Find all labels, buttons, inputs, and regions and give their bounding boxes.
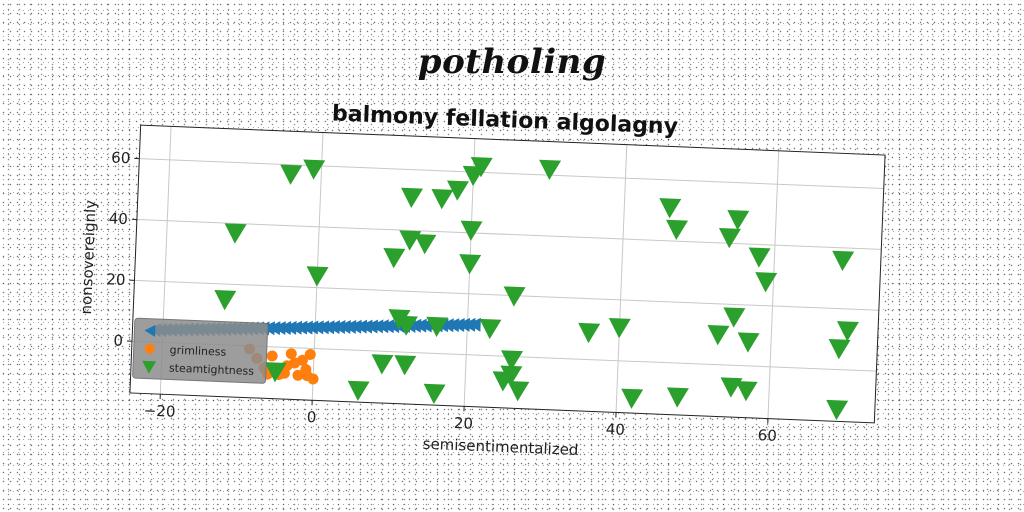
data-point [539,159,562,181]
legend-box [132,317,269,384]
data-point [608,318,631,339]
figure-super-title: potholing [417,42,607,82]
data-point [737,332,760,353]
data-point [507,381,530,402]
data-point [723,307,746,328]
data-point [666,387,689,408]
data-point [460,220,483,241]
legend-label: grimliness [169,344,226,359]
y-gridline [136,218,882,250]
y-tick-label: 0 [113,331,123,349]
data-point [492,371,515,392]
data-point [828,339,851,360]
x-axis-label: semisentimentalized [422,435,578,459]
data-point [718,227,741,249]
data-point [621,388,644,409]
data-point [395,315,418,336]
data-point [224,223,247,244]
plot-area: −20 0 20 40 60 0 20 40 60 semisentimentalized nons… [77,124,886,459]
data-point [401,187,424,208]
y-tick-label: 20 [106,270,126,289]
data-point [304,348,316,360]
data-point [707,325,730,346]
y-tick-label: 40 [108,209,128,228]
legend-marker [144,324,156,337]
data-point [470,157,493,178]
data-point [836,321,859,342]
data-point [446,180,469,201]
legend-marker [142,360,157,374]
data-point [659,198,682,219]
data-point [347,380,370,401]
data-point [727,210,750,231]
data-point [459,254,482,275]
data-point [306,266,329,287]
data-point [285,348,297,360]
data-point [280,164,303,185]
data-point [264,362,287,383]
data-point [423,383,446,404]
legend: grimliness steamtightness [132,317,269,384]
y-tick-label: 60 [111,149,131,168]
plot-frame [129,124,886,424]
data-point [414,234,437,255]
data-point [479,318,502,340]
x-tick-label: 60 [757,426,777,445]
data-point [748,247,771,268]
x-gridline [615,144,628,413]
y-gridline [139,158,884,190]
x-tick-label: 40 [605,420,625,439]
data-point [296,354,308,366]
series-steamtightness [214,157,859,421]
data-point [383,248,406,269]
legend-marker [144,343,155,354]
chart-title: balmony fellation algolagny [332,101,679,139]
data-point [426,316,449,338]
x-tick-label: 0 [306,408,316,426]
data-point [735,381,758,402]
data-point [394,355,417,376]
data-point [666,219,689,240]
y-axis-label: nonsovereignly [77,199,100,314]
x-tick-label: 20 [454,414,474,433]
data-point [214,289,237,311]
x-tick-label: −20 [143,402,175,421]
data-point [503,286,526,307]
data-point [292,369,304,381]
x-gridline [767,150,780,419]
data-point [431,188,454,210]
data-point [303,159,326,180]
y-gridline [134,279,879,311]
data-point [832,250,855,272]
legend-label: steamtightness [169,361,255,377]
data-point [266,350,278,362]
data-point [578,322,601,344]
data-point [301,370,313,382]
data-point [755,272,778,293]
data-point [826,399,849,421]
data-point [501,350,524,371]
data-point [371,354,394,375]
data-point [468,317,481,332]
